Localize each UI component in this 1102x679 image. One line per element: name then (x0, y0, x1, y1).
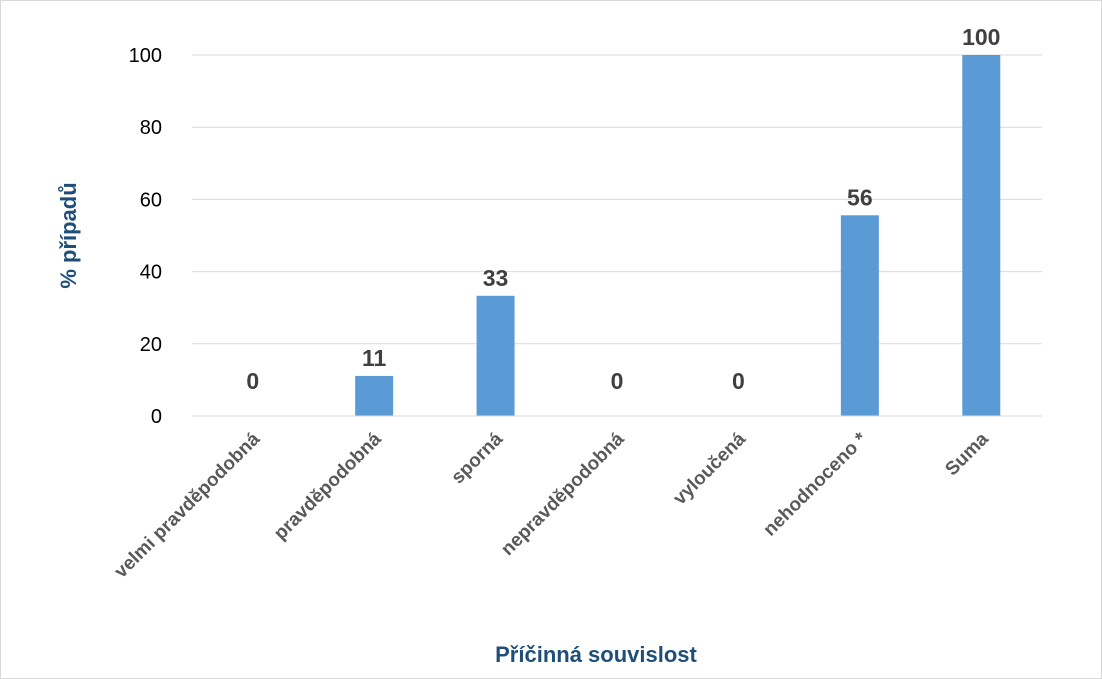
x-axis-title: Příčinná souvislost (495, 642, 697, 667)
data-label: 0 (246, 368, 259, 394)
bar (355, 375, 394, 416)
bars (355, 55, 1001, 416)
x-tick-label: vyloučená (669, 428, 750, 509)
data-labels: 0 11 33 0 0 56 100 (246, 24, 1000, 394)
data-label: 11 (362, 345, 387, 371)
bar (962, 55, 1001, 416)
gridlines (192, 54, 1042, 345)
x-tick-label: nepravděpodobná (497, 428, 629, 560)
x-tick-label: sporná (447, 428, 507, 488)
data-label: 0 (732, 368, 745, 394)
y-tick-label: 40 (140, 262, 162, 284)
y-tick-label: 0 (151, 406, 162, 428)
data-label: 100 (962, 24, 1000, 50)
y-tick-label: 60 (140, 189, 162, 211)
x-axis-categories: velmi pravděpodobná pravděpodobná spornáne… (111, 428, 994, 582)
bar (476, 295, 515, 416)
y-axis-title: % případů (56, 182, 81, 288)
x-tick-label: Suma (941, 428, 993, 480)
y-axis-ticks: 0 20 40 60 80 100 (129, 45, 162, 428)
data-label: 0 (611, 368, 624, 394)
data-label: 33 (483, 265, 509, 291)
y-tick-label: 20 (140, 334, 162, 356)
data-label: 56 (847, 184, 873, 210)
x-tick-label: nehodnoceno * (760, 428, 872, 540)
x-tick-label: velmi pravděpodobná (111, 428, 265, 582)
x-tick-label: pravděpodobná (270, 428, 386, 544)
y-tick-label: 100 (129, 45, 162, 67)
y-tick-label: 80 (140, 117, 162, 139)
bar (840, 215, 879, 416)
